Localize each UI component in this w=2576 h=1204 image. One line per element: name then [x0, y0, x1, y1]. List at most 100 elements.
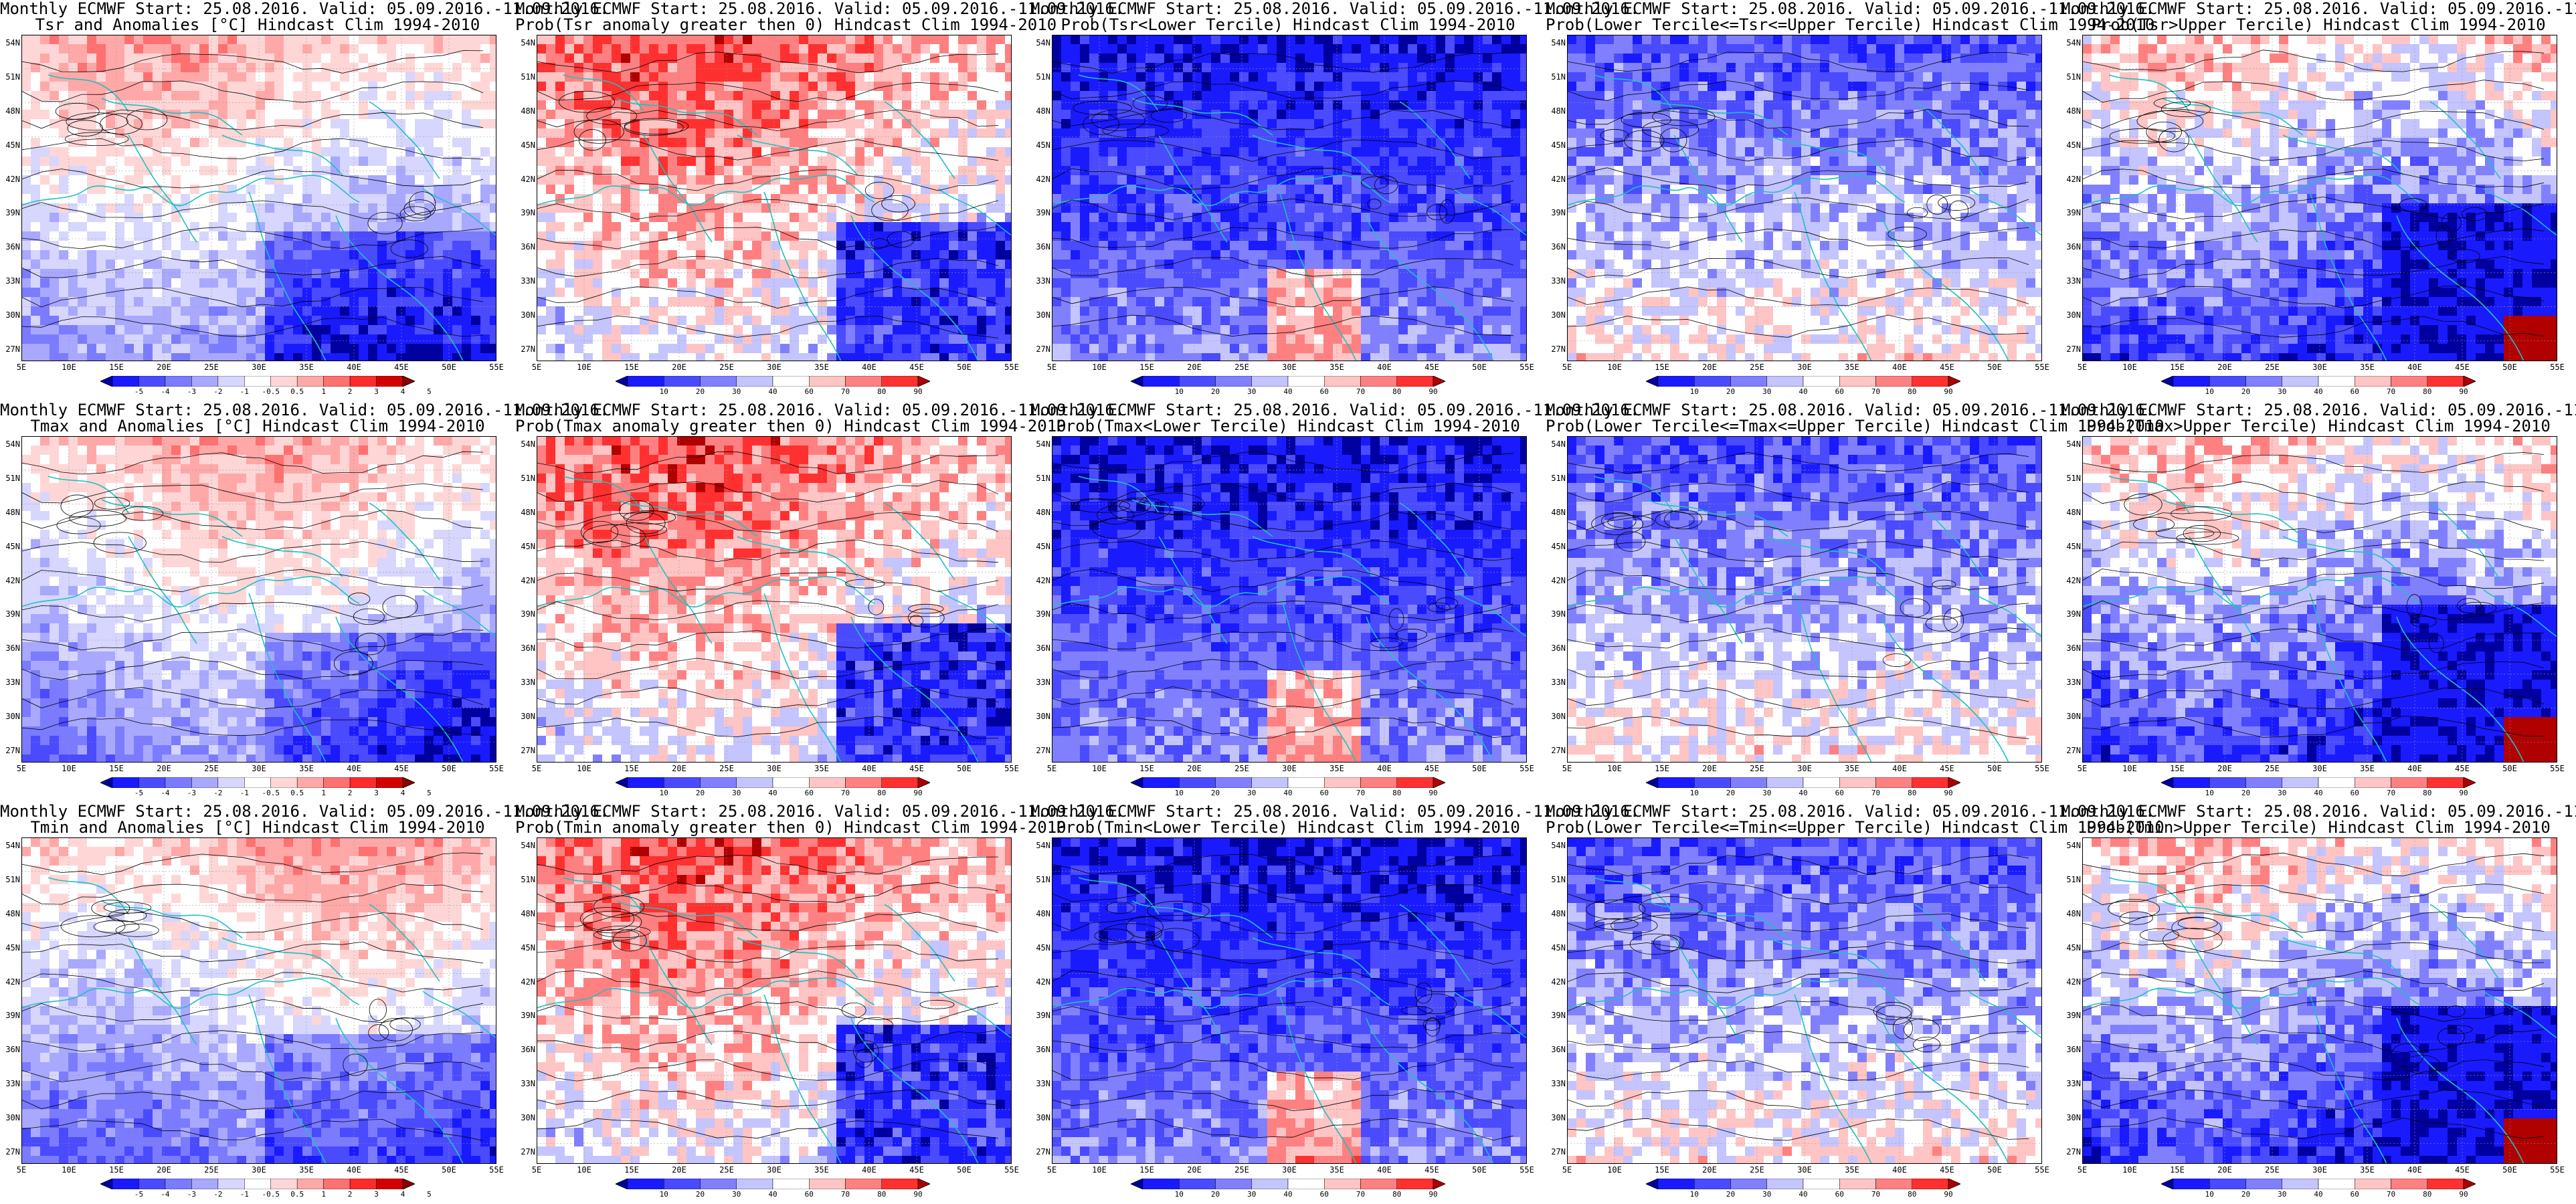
colorbar-swatches: [1131, 777, 1445, 788]
colorbar-label: 60: [799, 1191, 819, 1199]
latitude-label: 42N: [1, 577, 20, 585]
latitude-label: 30N: [1, 311, 20, 319]
colorbar-label: 20: [1206, 789, 1226, 797]
colorbar-label: 10: [2199, 1191, 2219, 1199]
latitude-label: 27N: [517, 345, 535, 353]
latitude-label: 54N: [1032, 440, 1050, 448]
colorbar-label: 1: [314, 789, 334, 797]
colorbar: [1131, 777, 1445, 788]
longitude-label: 40E: [1374, 363, 1394, 371]
map-area: [21, 35, 496, 361]
colorbar-label: -4: [155, 388, 175, 396]
longitude-label: 25E: [1747, 765, 1767, 773]
panel-header-line: Monthly ECMWF Start: 25.08.2016. Valid: …: [1546, 401, 2154, 419]
longitude-label: 10E: [1604, 1166, 1625, 1174]
longitude-label: 40E: [2405, 363, 2425, 371]
forecast-map-panel: Monthly ECMWF Start: 25.08.2016. Valid: …: [0, 401, 609, 803]
map-area: [537, 436, 1012, 763]
forecast-map-panel: Monthly ECMWF Start: 25.08.2016. Valid: …: [0, 803, 609, 1204]
forecast-map-panel: Monthly ECMWF Start: 25.08.2016. Valid: …: [2061, 803, 2576, 1204]
forecast-map-panel: Monthly ECMWF Start: 25.08.2016. Valid: …: [515, 803, 1124, 1204]
colorbar-swatches: [100, 376, 415, 387]
colorbar-label: -3: [181, 388, 201, 396]
longitude-label: 50E: [1469, 765, 1489, 773]
longitude-label: 40E: [344, 765, 364, 773]
longitude-label: 35E: [1327, 765, 1347, 773]
latitude-label: 33N: [1547, 1080, 1566, 1088]
longitude-label: 45E: [2452, 363, 2472, 371]
longitude-label: 20E: [669, 363, 689, 371]
longitude-label: 30E: [2310, 1166, 2330, 1174]
longitude-label: 15E: [2167, 765, 2187, 773]
latitude-label: 36N: [1032, 644, 1050, 652]
latitude-label: 54N: [2062, 440, 2081, 448]
colorbar-label: 90: [2454, 789, 2474, 797]
longitude-label: 5E: [2072, 363, 2092, 371]
latitude-label: 45N: [2062, 542, 2081, 550]
longitude-label: 15E: [2167, 1166, 2187, 1174]
latitude-label: 33N: [1547, 277, 1566, 285]
longitude-label: 10E: [59, 1166, 79, 1174]
forecast-map-panel: Monthly ECMWF Start: 25.08.2016. Valid: …: [2061, 0, 2576, 401]
colorbar-label: 2: [340, 388, 360, 396]
latitude-label: 36N: [1547, 243, 1566, 251]
longitude-label: 45E: [1422, 363, 1442, 371]
colorbar-label: 10: [1684, 388, 1704, 396]
colorbar: [100, 1179, 415, 1189]
latitude-label: 45N: [1547, 542, 1566, 550]
colorbar-label: 70: [1866, 388, 1886, 396]
longitude-label: 5E: [527, 1166, 547, 1174]
colorbar-label: 30: [1757, 388, 1777, 396]
colorbar: [1646, 1179, 1960, 1189]
colorbar-label: 10: [1169, 789, 1189, 797]
colorbar-label: 5: [419, 1191, 439, 1199]
longitude-label: 40E: [859, 363, 879, 371]
latitude-label: 30N: [2062, 1114, 2081, 1122]
panel-subtitle: Prob(Tsr<Lower Tercile) Hindcast Clim 19…: [1030, 16, 1546, 33]
latitude-label: 51N: [2062, 474, 2081, 482]
longitude-label: 30E: [1795, 765, 1815, 773]
longitude-label: 20E: [1184, 363, 1204, 371]
latitude-label: 51N: [1547, 73, 1566, 81]
latitude-label: 36N: [1547, 1045, 1566, 1054]
colorbar-swatches: [1646, 777, 1960, 788]
colorbar-swatches: [1131, 1179, 1445, 1189]
colorbar-label: 30: [2272, 789, 2292, 797]
map-area: [537, 35, 1012, 361]
longitude-label: 25E: [1232, 765, 1252, 773]
colorbar-swatches: [100, 1179, 415, 1189]
longitude-label: 45E: [391, 1166, 411, 1174]
longitude-label: 25E: [717, 363, 737, 371]
longitude-label: 20E: [154, 1166, 174, 1174]
longitude-label: 15E: [106, 363, 126, 371]
latitude-label: 45N: [1032, 141, 1050, 149]
colorbar-label: 1: [314, 1191, 334, 1199]
colorbar-label: 3: [367, 789, 387, 797]
colorbar-label: -3: [181, 789, 201, 797]
longitude-label: 20E: [1184, 765, 1204, 773]
colorbar-label: 30: [1242, 1191, 1262, 1199]
colorbar-label: -2: [208, 1191, 228, 1199]
longitude-label: 40E: [2405, 765, 2425, 773]
longitude-label: 55E: [2032, 1166, 2052, 1174]
latitude-label: 39N: [1, 209, 20, 217]
longitude-label: 45E: [391, 363, 411, 371]
longitude-label: 30E: [1795, 1166, 1815, 1174]
longitude-label: 40E: [1374, 765, 1394, 773]
latitude-label: 39N: [1, 1011, 20, 1019]
longitude-label: 55E: [2547, 363, 2567, 371]
map-field: [537, 837, 1012, 1164]
latitude-label: 33N: [1032, 277, 1050, 285]
longitude-label: 10E: [1604, 765, 1625, 773]
latitude-label: 33N: [517, 678, 535, 686]
colorbar: [2161, 376, 2476, 387]
colorbar-label: 40: [1278, 789, 1298, 797]
longitude-label: 50E: [439, 1166, 459, 1174]
panel-header-line: Monthly ECMWF Start: 25.08.2016. Valid: …: [2061, 401, 2576, 419]
panel-subtitle: Prob(Lower Tercile<=Tmin<=Upper Tercile)…: [1546, 819, 2165, 836]
latitude-label: 45N: [2062, 141, 2081, 149]
colorbar: [616, 1179, 930, 1189]
colorbar-label: 60: [1314, 1191, 1334, 1199]
latitude-label: 39N: [1, 610, 20, 618]
longitude-label: 15E: [1137, 363, 1157, 371]
